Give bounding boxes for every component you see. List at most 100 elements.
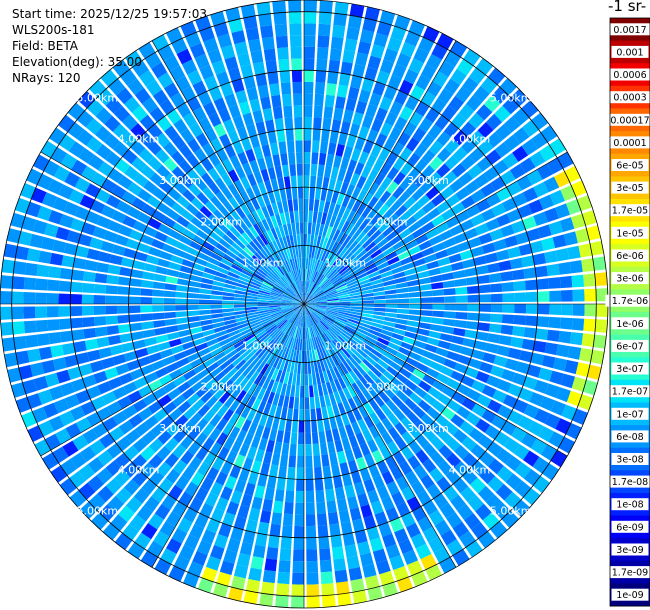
range-gate bbox=[289, 211, 295, 224]
range-gate bbox=[333, 366, 342, 379]
range-gate bbox=[372, 474, 385, 489]
range-gate bbox=[337, 218, 346, 231]
range-gate bbox=[442, 237, 457, 249]
range-gate bbox=[270, 310, 282, 315]
range-gate bbox=[105, 151, 121, 167]
colorbar-tick-label: 0.0006 bbox=[613, 70, 646, 81]
range-gate bbox=[257, 249, 267, 261]
range-gate bbox=[297, 362, 301, 375]
range-gate bbox=[549, 304, 562, 315]
range-gate bbox=[298, 269, 302, 281]
range-gate bbox=[345, 358, 356, 370]
range-gate bbox=[289, 313, 298, 323]
range-gate bbox=[436, 476, 452, 492]
range-gate bbox=[370, 348, 383, 359]
range-gate bbox=[259, 315, 272, 321]
range-gate bbox=[305, 315, 309, 328]
range-gate bbox=[478, 284, 491, 294]
range-gate bbox=[278, 263, 287, 275]
range-gate bbox=[563, 231, 578, 246]
range-gate bbox=[276, 318, 287, 328]
range-gate bbox=[116, 436, 132, 452]
range-gate bbox=[119, 372, 134, 385]
range-gate bbox=[477, 122, 494, 138]
range-gate bbox=[176, 357, 190, 368]
ray bbox=[304, 33, 454, 304]
range-gate bbox=[153, 530, 170, 547]
range-gate bbox=[422, 350, 435, 360]
range-gate bbox=[306, 537, 317, 550]
range-gate bbox=[393, 408, 406, 422]
range-gate bbox=[460, 219, 475, 232]
range-rings bbox=[0, 0, 609, 609]
colorbar-label-bg bbox=[611, 272, 649, 285]
range-gate bbox=[311, 313, 319, 323]
range-gate bbox=[285, 311, 295, 319]
range-gate bbox=[349, 291, 362, 297]
range-gate bbox=[313, 455, 322, 468]
range-gate bbox=[333, 321, 345, 330]
range-gate bbox=[398, 403, 412, 416]
range-gate bbox=[269, 83, 280, 97]
range-gate bbox=[208, 86, 223, 102]
range-gate bbox=[168, 565, 186, 582]
range-gate bbox=[286, 408, 293, 421]
range-gate bbox=[439, 264, 453, 274]
range-gate bbox=[222, 308, 235, 313]
range-gate bbox=[436, 163, 451, 178]
range-gate bbox=[380, 270, 393, 278]
range-gate bbox=[481, 409, 497, 424]
range-gate bbox=[312, 128, 321, 142]
range-gate bbox=[116, 200, 131, 214]
range-gate bbox=[275, 344, 283, 357]
range-gate bbox=[293, 93, 303, 106]
range-gate bbox=[77, 129, 94, 146]
range-gate bbox=[272, 267, 282, 278]
range-gate bbox=[325, 213, 333, 226]
range-gate bbox=[384, 284, 397, 291]
range-gate bbox=[163, 298, 176, 304]
range-gate bbox=[319, 141, 329, 154]
range-gate bbox=[198, 117, 213, 132]
range-gate bbox=[282, 513, 293, 526]
range-ring-label: 4.00km bbox=[449, 463, 491, 476]
range-gate bbox=[419, 283, 432, 291]
colorbar-label-bg bbox=[611, 453, 649, 465]
range-gate bbox=[175, 241, 189, 252]
range-gate bbox=[193, 163, 207, 177]
range-gate bbox=[323, 106, 334, 119]
range-gate bbox=[347, 496, 359, 510]
range-gate bbox=[402, 336, 416, 345]
range-gate bbox=[324, 331, 334, 342]
range-gate bbox=[249, 159, 260, 173]
range-gate bbox=[279, 320, 289, 331]
range-gate bbox=[408, 309, 421, 316]
range-gate bbox=[407, 285, 421, 292]
range-gate bbox=[189, 240, 203, 251]
range-gate bbox=[384, 195, 397, 208]
range-gate bbox=[176, 215, 190, 228]
range-gate bbox=[458, 104, 475, 120]
range-gate bbox=[216, 71, 230, 86]
range-gate bbox=[214, 163, 227, 177]
range-gate bbox=[380, 404, 393, 417]
range-gate bbox=[528, 420, 544, 437]
range-gate bbox=[266, 324, 277, 334]
range-gate bbox=[507, 383, 523, 398]
range-gate bbox=[299, 293, 304, 304]
range-gate bbox=[152, 289, 165, 297]
range-gate bbox=[333, 391, 342, 404]
ray bbox=[304, 304, 496, 549]
range-gate bbox=[73, 257, 87, 270]
range-gate bbox=[338, 132, 348, 146]
range-gate bbox=[440, 365, 454, 377]
range-gate bbox=[52, 357, 67, 371]
range-gate bbox=[208, 152, 221, 167]
range-gate bbox=[343, 327, 355, 336]
range-gate bbox=[32, 407, 48, 423]
range-gate bbox=[221, 341, 234, 351]
range-gate bbox=[452, 391, 466, 405]
range-gate bbox=[265, 339, 275, 350]
range-gate bbox=[311, 286, 321, 296]
range-gate bbox=[224, 319, 237, 326]
